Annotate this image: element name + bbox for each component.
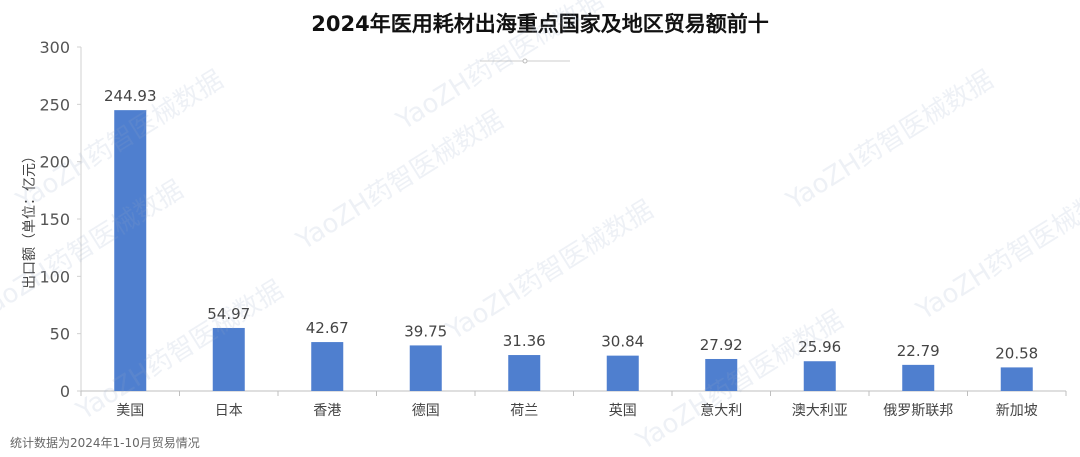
y-tick-label: 50: [50, 325, 70, 344]
data-label: 27.92: [700, 336, 743, 354]
chart-title: 2024年医用耗材出海重点国家及地区贸易额前十: [311, 12, 769, 36]
x-tick-label: 英国: [609, 402, 637, 419]
data-label: 31.36: [503, 332, 546, 350]
x-tick-label: 美国: [116, 403, 144, 419]
x-tick-label: 荷兰: [510, 403, 538, 419]
bar-7: [803, 361, 836, 391]
data-label: 30.84: [601, 333, 644, 351]
y-tick-label: 300: [39, 38, 70, 57]
x-tick-label: 俄罗斯联邦: [883, 403, 953, 419]
x-tick-label: 德国: [412, 403, 440, 419]
x-tick-label: 澳大利亚: [792, 403, 848, 419]
y-tick-label: 100: [39, 267, 70, 286]
bar-5: [606, 355, 639, 391]
bar-0: [114, 110, 147, 391]
bar-6: [705, 358, 738, 391]
x-tick-label: 香港: [313, 403, 341, 419]
y-tick-label: 150: [39, 210, 70, 229]
bar-9: [1000, 367, 1033, 391]
bar-8: [902, 364, 935, 391]
y-axis-label: 出口额（单位：亿元）: [22, 149, 38, 289]
bar-2: [311, 342, 344, 391]
bar-4: [508, 355, 541, 391]
footnote: 统计数据为2024年1-10月贸易情况: [10, 436, 200, 450]
data-label: 54.97: [207, 305, 250, 323]
data-label: 20.58: [995, 344, 1038, 362]
y-tick-label: 250: [39, 95, 70, 114]
y-tick-label: 200: [39, 153, 70, 172]
y-tick-label: 0: [60, 382, 70, 401]
x-tick-label: 意大利: [700, 402, 742, 419]
data-label: 244.93: [104, 87, 157, 105]
data-label: 22.79: [897, 342, 940, 360]
data-label: 39.75: [404, 322, 447, 340]
bar-1: [212, 327, 245, 391]
data-label: 42.67: [306, 319, 349, 337]
x-tick-label: 日本: [215, 403, 243, 419]
bar-3: [409, 345, 442, 391]
legend-marker: [522, 58, 528, 64]
data-label: 25.96: [798, 338, 841, 356]
x-tick-label: 新加坡: [996, 403, 1038, 419]
